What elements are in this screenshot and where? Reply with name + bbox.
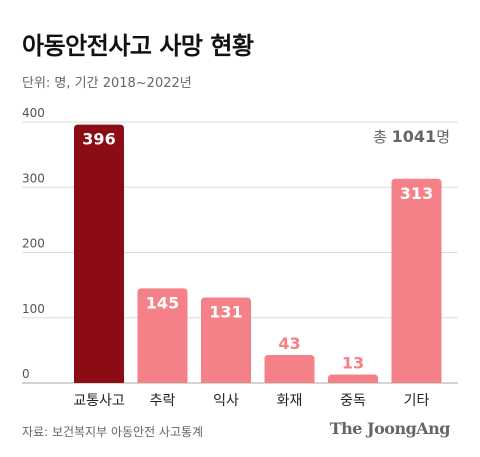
data-label: 43 [278, 334, 300, 353]
total-value: 1041 [391, 127, 437, 146]
y-tick-label: 400 [22, 106, 45, 120]
bar-2 [201, 297, 251, 383]
y-tick-label: 100 [22, 302, 45, 316]
x-category-label: 중독 [340, 393, 366, 409]
data-label: 13 [342, 354, 364, 373]
bar-0 [74, 124, 124, 384]
x-category-label: 기타 [404, 393, 430, 409]
x-category-label: 익사 [213, 393, 239, 409]
source-note: 자료: 보건복지부 아동안전 사고통계 [22, 425, 204, 439]
y-tick-label: 200 [22, 237, 45, 251]
data-label: 145 [146, 293, 179, 312]
y-tick-label: 300 [22, 171, 45, 185]
total-count: 총 1041명 [373, 126, 450, 147]
data-label: 396 [82, 130, 115, 149]
bar-4 [328, 374, 378, 383]
x-category-label: 화재 [277, 393, 303, 409]
total-prefix: 총 [373, 128, 387, 146]
y-tick-label: 0 [22, 367, 30, 381]
chart-title: 아동안전사고 사망 현황 [22, 32, 254, 60]
x-category-label: 추락 [150, 393, 176, 409]
bar-3 [264, 354, 315, 383]
data-label: 131 [209, 303, 242, 322]
data-label: 313 [400, 184, 433, 203]
chart-subtitle: 단위: 명, 기간 2018~2022년 [22, 76, 192, 91]
x-category-label: 교통사고 [73, 393, 125, 409]
bar-1 [137, 288, 188, 383]
total-unit: 명 [436, 128, 450, 146]
brand-logo: The JoongAng [329, 419, 451, 438]
bar-5 [391, 178, 442, 383]
